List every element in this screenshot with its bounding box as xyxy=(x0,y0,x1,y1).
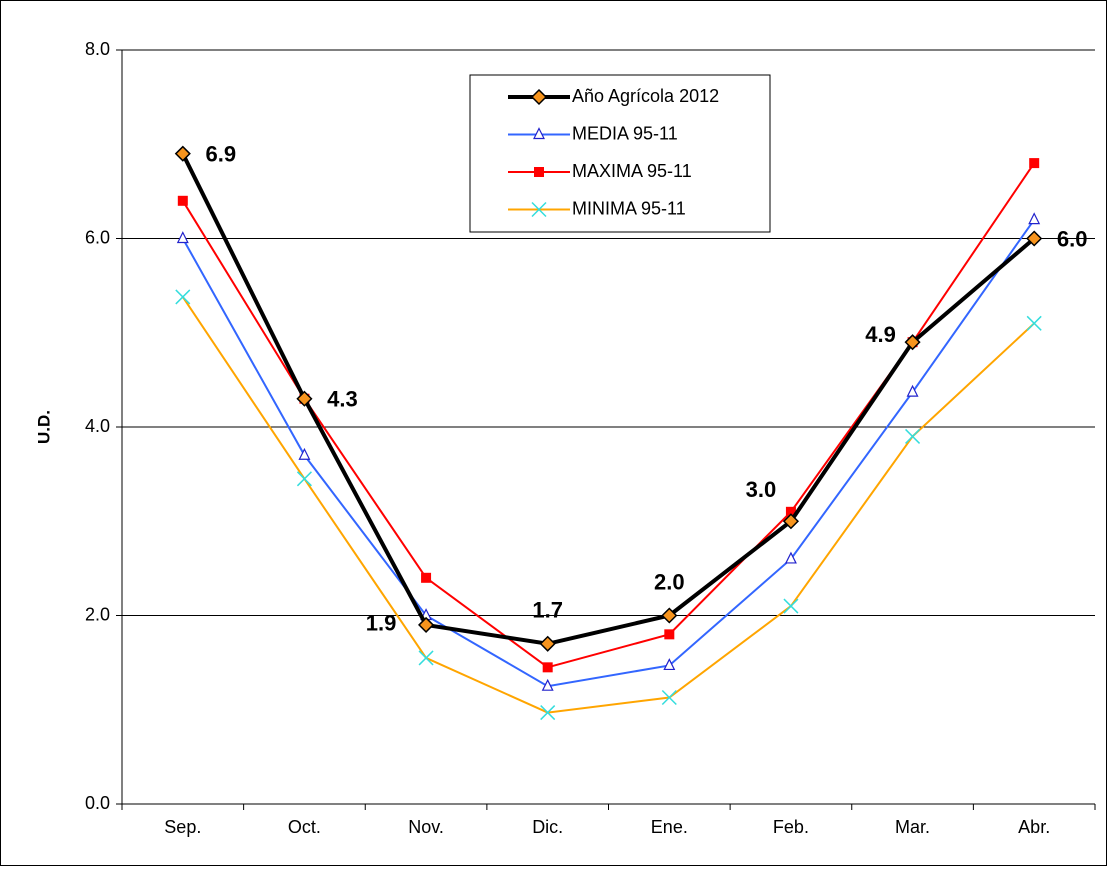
point xyxy=(533,127,545,140)
y-tick-label: 2.0 xyxy=(85,604,110,624)
series xyxy=(176,212,1041,691)
point xyxy=(905,428,921,444)
x-tick-label: Oct. xyxy=(288,817,321,837)
series-line xyxy=(181,296,1035,714)
y-tick-label: 4.0 xyxy=(85,416,110,436)
point xyxy=(782,513,799,530)
data-label: 2.0 xyxy=(654,569,685,594)
legend-box xyxy=(469,74,771,233)
data-label: 6.0 xyxy=(1057,226,1088,251)
point xyxy=(174,145,191,162)
data-label: 1.9 xyxy=(366,611,397,636)
x-tick-label: Mar. xyxy=(895,817,930,837)
point xyxy=(663,658,676,671)
x-tick-label: Sep. xyxy=(164,817,201,837)
x-tick-label: Abr. xyxy=(1018,817,1050,837)
point xyxy=(664,629,675,640)
point xyxy=(534,167,544,177)
data-label: 3.0 xyxy=(746,477,777,502)
point xyxy=(176,231,189,244)
point xyxy=(1029,158,1040,169)
point xyxy=(177,195,188,206)
point xyxy=(906,384,919,397)
y-tick-label: 0.0 xyxy=(85,793,110,813)
point xyxy=(298,447,311,460)
point xyxy=(542,662,553,673)
point xyxy=(421,572,432,583)
legend: Año Agrícola 2012 MEDIA 95-11 MAXIMA 95-11… xyxy=(469,74,771,233)
point xyxy=(783,598,799,614)
data-label: 4.9 xyxy=(865,322,896,347)
legend-label: Año Agrícola 2012 xyxy=(572,86,719,106)
data-label: 1.7 xyxy=(532,598,563,623)
legend-label: MINIMA 95-11 xyxy=(572,198,686,218)
point xyxy=(531,201,547,218)
legend-label: MEDIA 95-11 xyxy=(572,123,678,143)
data-label: 4.3 xyxy=(327,387,358,412)
series: 6.9 4.3 1.9 1.7 2.0 3.0 4.9 6.0 xyxy=(174,141,1088,652)
point xyxy=(539,635,556,652)
point xyxy=(296,390,313,407)
series xyxy=(175,289,1042,721)
point xyxy=(904,334,921,351)
point xyxy=(784,551,797,564)
point xyxy=(1028,212,1041,225)
point xyxy=(541,678,554,691)
point xyxy=(1026,230,1043,247)
point xyxy=(296,471,312,487)
point xyxy=(530,88,548,106)
series-line xyxy=(181,152,1036,646)
x-tick-label: Ene. xyxy=(651,817,688,837)
point xyxy=(418,650,434,666)
x-tick-label: Feb. xyxy=(773,817,809,837)
point xyxy=(661,607,678,624)
y-tick-label: 6.0 xyxy=(85,227,110,247)
x-tick-label: Dic. xyxy=(532,817,563,837)
y-tick-label: 8.0 xyxy=(85,39,110,59)
series-line xyxy=(181,219,1036,688)
data-label: 6.9 xyxy=(206,141,237,166)
point xyxy=(540,705,556,721)
x-tick-label: Nov. xyxy=(408,817,444,837)
point xyxy=(175,289,191,305)
legend-label: MAXIMA 95-11 xyxy=(572,161,692,181)
point xyxy=(661,689,677,706)
point xyxy=(418,616,435,633)
point xyxy=(785,506,796,517)
point xyxy=(1026,315,1042,331)
y-axis-label: U.D. xyxy=(34,410,53,444)
